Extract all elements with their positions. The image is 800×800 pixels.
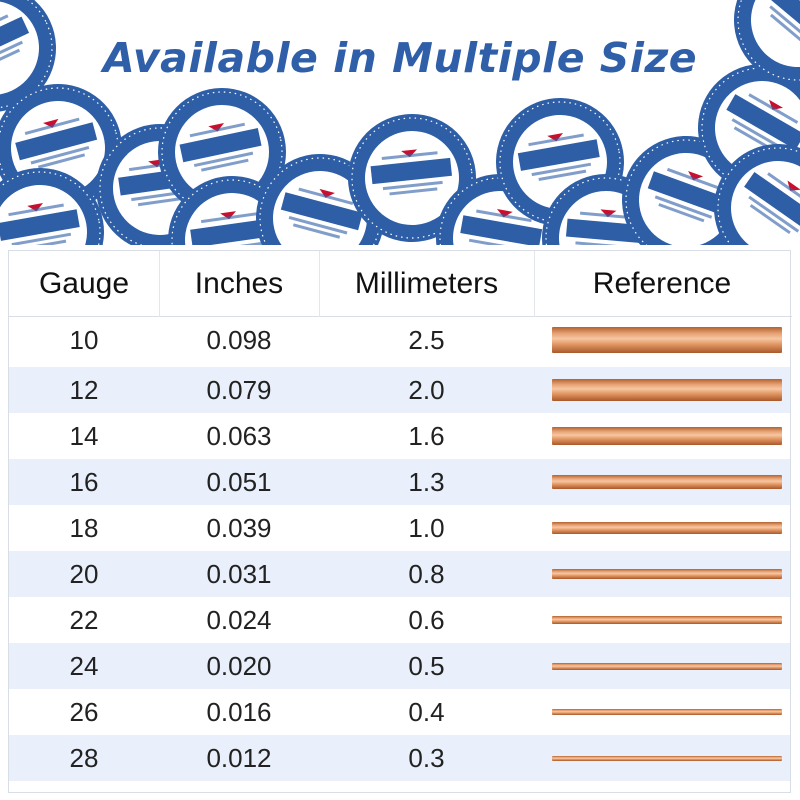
table-row: 16 0.051 1.3 — [9, 459, 790, 505]
millimeters-cell: 0.5 — [408, 651, 445, 681]
wire-reference-swatch — [552, 379, 782, 401]
header-divider — [534, 251, 535, 317]
millimeters-cell: 1.0 — [408, 513, 445, 543]
gauge-cell: 28 — [69, 743, 99, 773]
inches-cell: 0.063 — [206, 421, 272, 451]
wire-reference-swatch — [552, 756, 782, 761]
header-inches: Inches — [194, 267, 284, 300]
wire-reference-swatch — [552, 475, 782, 489]
table-row: 12 0.079 2.0 — [9, 367, 790, 413]
millimeters-cell: 0.8 — [408, 559, 445, 589]
wire-reference-swatch — [552, 709, 782, 715]
millimeters-cell: 0.3 — [408, 743, 445, 773]
product-banner: Available in Multiple Size — [0, 0, 800, 245]
header-divider — [159, 251, 160, 317]
table-header: Gauge Inches Millimeters Reference — [9, 251, 792, 317]
header-millimeters: Millimeters — [354, 267, 499, 300]
wire-reference-swatch — [552, 663, 782, 670]
table-row: 28 0.012 0.3 — [9, 735, 790, 781]
millimeters-cell: 1.6 — [408, 421, 445, 451]
table-row: 14 0.063 1.6 — [9, 413, 790, 459]
gauge-cell: 16 — [69, 467, 99, 497]
inches-cell: 0.031 — [206, 559, 272, 589]
table-row: 20 0.031 0.8 — [9, 551, 790, 597]
gauge-cell: 14 — [69, 421, 99, 451]
gauge-cell: 12 — [69, 375, 99, 405]
inches-cell: 0.020 — [206, 651, 272, 681]
gauge-cell: 24 — [69, 651, 99, 681]
table-row: 10 0.098 2.5 — [9, 317, 790, 363]
inches-cell: 0.016 — [206, 697, 272, 727]
millimeters-cell: 0.4 — [408, 697, 445, 727]
millimeters-cell: 2.0 — [408, 375, 445, 405]
inches-cell: 0.051 — [206, 467, 272, 497]
wire-reference-swatch — [552, 616, 782, 624]
wire-reference-swatch — [552, 522, 782, 534]
gauge-size-table: Gauge Inches Millimeters Reference 10 0.… — [8, 250, 792, 793]
table-row: 22 0.024 0.6 — [9, 597, 790, 643]
gauge-cell: 22 — [69, 605, 99, 635]
inches-cell: 0.012 — [206, 743, 272, 773]
wire-reference-swatch — [552, 327, 782, 353]
headline: Available in Multiple Size — [102, 34, 698, 82]
gauge-cell: 18 — [69, 513, 99, 543]
gauge-cell: 10 — [69, 325, 99, 355]
table-row: 24 0.020 0.5 — [9, 643, 790, 689]
millimeters-cell: 1.3 — [408, 467, 445, 497]
wire-reference-swatch — [552, 569, 782, 579]
table-row: 18 0.039 1.0 — [9, 505, 790, 551]
inches-cell: 0.098 — [206, 325, 272, 355]
inches-cell: 0.024 — [206, 605, 272, 635]
millimeters-cell: 2.5 — [408, 325, 445, 355]
inches-cell: 0.079 — [206, 375, 272, 405]
header-divider — [319, 251, 320, 317]
wire-reference-swatch — [552, 427, 782, 445]
header-reference: Reference — [592, 267, 732, 300]
table-row: 26 0.016 0.4 — [9, 689, 790, 735]
gauge-cell: 20 — [69, 559, 99, 589]
gauge-cell: 26 — [69, 697, 99, 727]
inches-cell: 0.039 — [206, 513, 272, 543]
millimeters-cell: 0.6 — [408, 605, 445, 635]
header-gauge: Gauge — [38, 267, 130, 300]
